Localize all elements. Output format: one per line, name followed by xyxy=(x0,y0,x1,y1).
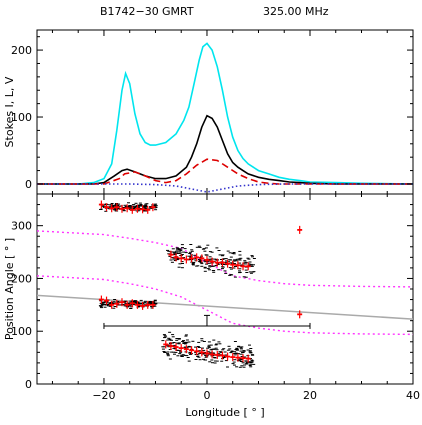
pa-point xyxy=(173,343,179,352)
pa-point xyxy=(150,203,156,212)
profile-panel-frame xyxy=(36,29,414,195)
pa-point xyxy=(230,260,236,269)
pa-point xyxy=(134,300,140,309)
pa-point xyxy=(168,342,174,350)
pa-point xyxy=(168,250,174,259)
pa-point xyxy=(240,354,246,363)
x-axis-label: Longitude [ ° ] xyxy=(185,406,264,419)
rvm-fit-line xyxy=(36,294,414,320)
axes: 0 100 200 −20 0 20 40 0 100 200 300 xyxy=(11,30,420,402)
x-tick-label: −20 xyxy=(92,389,115,402)
pa-point xyxy=(145,300,151,309)
pa-point xyxy=(225,352,231,361)
pa-point xyxy=(204,255,210,264)
pa-point xyxy=(194,253,200,262)
y-tick-label: 100 xyxy=(11,325,32,338)
pa-point xyxy=(209,350,215,359)
y-tick-label: 0 xyxy=(25,178,32,191)
pa-point xyxy=(104,203,110,212)
x-tick-label: 40 xyxy=(406,389,420,402)
y-tick-label: 0 xyxy=(25,378,32,391)
observing-frequency: 325.00 MHz xyxy=(263,5,329,18)
pa-point xyxy=(129,205,135,214)
pa-point xyxy=(119,298,125,307)
y-tick-label: 200 xyxy=(11,44,32,57)
model-pa-curve-1 xyxy=(36,230,414,288)
pa-point xyxy=(199,254,205,263)
pa-point xyxy=(124,300,130,309)
circular-polarization-line xyxy=(37,158,413,185)
pa-point xyxy=(204,349,210,358)
pa-point xyxy=(134,204,140,213)
pulsar-name: B1742−30 xyxy=(100,5,159,18)
pa-point xyxy=(98,295,104,304)
pa-point xyxy=(114,203,120,212)
y-tick-label: 200 xyxy=(11,272,32,285)
pa-point xyxy=(178,344,184,353)
pa-point xyxy=(189,346,195,355)
pa-y-axis-label: Position Angle [ ° ] xyxy=(3,238,16,340)
pa-point xyxy=(98,200,104,209)
pa-point xyxy=(225,259,231,268)
offset-bracket xyxy=(103,314,311,329)
pa-point xyxy=(109,204,115,213)
pa-point xyxy=(235,261,241,270)
pa-point xyxy=(214,350,220,359)
pa-point xyxy=(129,299,135,308)
pa-point xyxy=(183,255,189,264)
pa-point xyxy=(114,299,120,308)
pa-point xyxy=(163,340,169,349)
x-tick-label: 20 xyxy=(303,389,317,402)
pa-point xyxy=(219,258,225,267)
pa-point xyxy=(297,310,303,319)
dotted-polarization-line xyxy=(37,183,413,193)
pa-distribution-cluster-4 xyxy=(161,331,256,368)
pa-point xyxy=(173,253,179,262)
y-tick-label: 100 xyxy=(11,111,32,124)
pa-point xyxy=(199,348,205,357)
pa-point xyxy=(194,347,200,356)
y-tick-label: 300 xyxy=(11,220,32,233)
pa-point xyxy=(189,254,195,263)
pa-point xyxy=(183,345,189,354)
pa-point xyxy=(150,300,156,309)
pa-plot xyxy=(36,200,414,368)
profile-y-axis-label: Stokes I, L, V xyxy=(3,76,16,147)
telescope-name: GMRT xyxy=(162,5,194,18)
pa-point xyxy=(140,205,146,214)
pa-point xyxy=(245,262,251,271)
pa-point xyxy=(240,262,246,271)
pa-point xyxy=(230,353,236,362)
pa-point xyxy=(119,204,125,213)
pa-point xyxy=(209,257,215,266)
pa-point xyxy=(104,296,110,305)
pa-point xyxy=(214,258,220,267)
pa-point xyxy=(124,204,130,213)
pa-point xyxy=(219,351,225,360)
pa-point xyxy=(145,205,151,214)
profile-plot xyxy=(37,42,414,193)
x-tick-label: 0 xyxy=(203,389,210,402)
pa-point xyxy=(297,225,303,234)
pa-point xyxy=(235,353,241,362)
pa-point xyxy=(109,300,115,309)
pa-point xyxy=(178,254,184,263)
pa-point xyxy=(140,301,146,310)
pa-point xyxy=(245,354,251,363)
linear-polarization-line xyxy=(37,114,413,185)
stokes-i-line xyxy=(37,42,414,185)
model-pa-curve-2 xyxy=(36,275,414,336)
